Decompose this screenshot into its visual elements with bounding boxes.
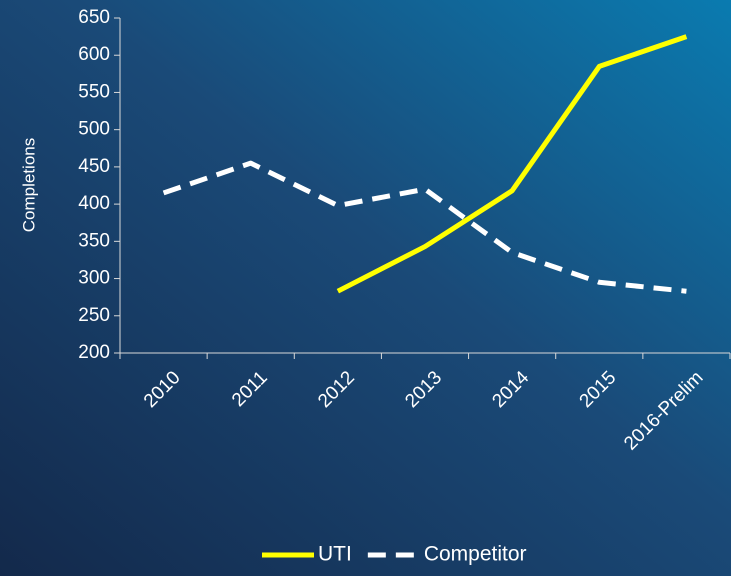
y-tick-label: 600 [78,44,110,65]
y-tick-label: 650 [78,7,110,28]
y-tick-label: 300 [78,268,110,289]
y-tick-label: 450 [78,156,110,177]
y-axis-label: Completions [19,138,38,233]
y-tick-label: 250 [78,305,110,326]
y-tick-label: 200 [78,342,110,363]
y-tick-label: 550 [78,81,110,102]
legend-label: Competitor [424,543,527,566]
y-tick-label: 400 [78,193,110,214]
legend-label: UTI [318,543,352,566]
series-line [336,34,688,294]
y-tick-label: 350 [78,230,110,251]
y-tick-label: 500 [78,119,110,140]
series-line [162,160,687,294]
